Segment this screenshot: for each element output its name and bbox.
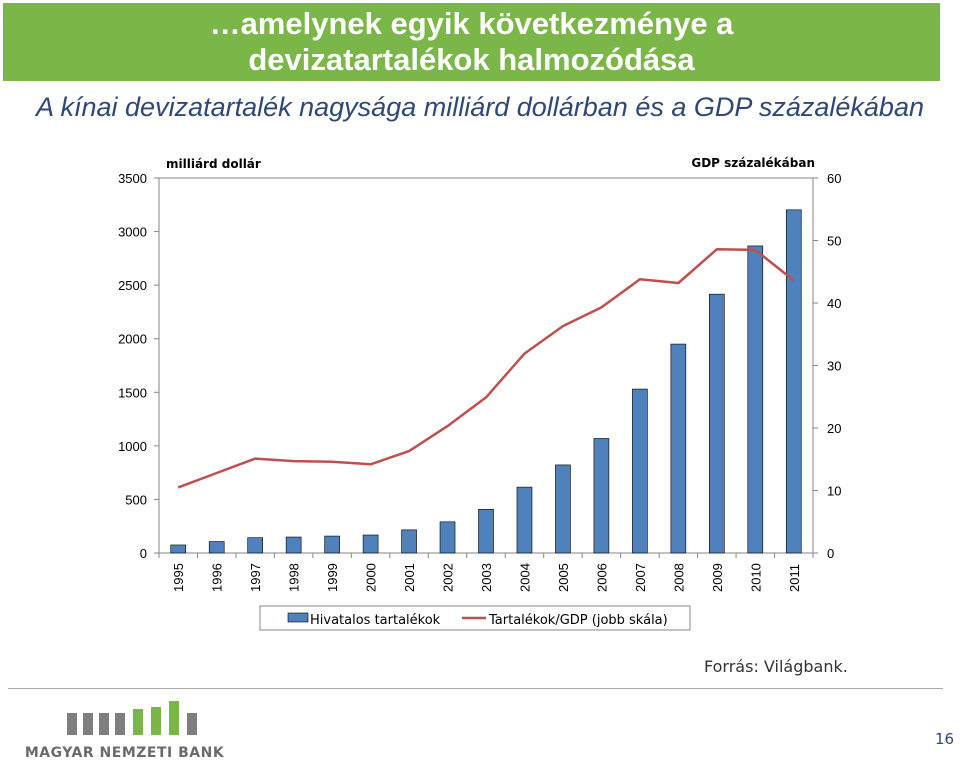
left-tick-label: 2500 (118, 278, 147, 293)
x-category-label: 2011 (787, 564, 802, 592)
legend-bar-swatch (287, 612, 309, 623)
logo-bars-icon (67, 701, 197, 735)
legend-label-gdp: Tartalékok/GDP (jobb skála) (488, 613, 668, 628)
bar-2008 (670, 343, 687, 554)
title-banner: …amelynek egyik következménye a devizata… (3, 3, 940, 81)
left-tick-label: 2000 (118, 332, 147, 347)
logo-bar (169, 701, 179, 735)
bar-2003 (478, 508, 494, 554)
logo-bar (99, 713, 109, 735)
left-tick-label: 500 (125, 492, 147, 507)
logo-bar (133, 709, 143, 735)
left-tick-label: 1000 (118, 439, 147, 454)
x-category-label: 2009 (710, 563, 725, 592)
x-category-label: 2010 (748, 563, 763, 592)
bar-1997 (247, 537, 263, 554)
series-line-reserves-gdp (177, 248, 795, 489)
left-tick-label: 1500 (118, 385, 147, 400)
right-tick-label: 30 (827, 359, 841, 374)
left-axis-title: milliárd dollár (166, 157, 261, 171)
right-tick-label: 0 (827, 546, 834, 561)
right-axis-title: GDP százalékában (691, 156, 815, 170)
x-category-label: 2004 (517, 563, 532, 592)
bar-2000 (362, 534, 379, 554)
bar-1995 (170, 544, 187, 554)
bar-2010 (747, 245, 764, 554)
source-note: Forrás: Világbank. (704, 657, 848, 676)
mnb-logo: MAGYAR NEMZETI BANK (12, 695, 237, 767)
bar-1999 (324, 535, 340, 554)
bar-1998 (285, 536, 302, 554)
left-tick-label: 3000 (118, 225, 147, 240)
bar-2005 (555, 464, 571, 554)
left-tick-label: 0 (140, 546, 147, 561)
bar-2004 (516, 486, 533, 554)
footer-divider (8, 688, 943, 689)
logo-text: MAGYAR NEMZETI BANK (24, 745, 225, 761)
logo-bar (187, 713, 197, 735)
x-category-label: 2003 (479, 563, 494, 592)
right-tick-label: 10 (827, 484, 841, 499)
logo-bar (151, 707, 161, 735)
bar-2011 (785, 209, 802, 554)
legend-box (259, 605, 691, 631)
page-number: 16 (935, 730, 955, 748)
bar-2007 (632, 388, 648, 554)
x-category-label: 2006 (594, 563, 609, 592)
right-tick-label: 40 (827, 296, 841, 311)
x-category-label: 1995 (171, 563, 186, 592)
logo-bar (83, 713, 93, 735)
bar-2001 (401, 529, 417, 554)
x-category-label: 1999 (325, 563, 340, 592)
bar-1996 (208, 541, 225, 554)
bar-2006 (593, 438, 610, 554)
right-tick-label: 60 (827, 171, 841, 186)
x-category-label: 2002 (441, 563, 456, 592)
x-category-label: 2008 (671, 563, 686, 592)
chart-subtitle: A kínai devizatartalék nagysága milliárd… (36, 92, 924, 122)
bar-2002 (439, 521, 456, 554)
legend-label-reserves: Hivatalos tartalékok (310, 613, 441, 628)
left-tick-label: 3500 (118, 171, 147, 186)
logo-bar (67, 713, 77, 735)
reserves-chart: 0 500 1000 1500 2000 2500 3000 3500 0 10 20 30 40 50 6… (118, 156, 841, 631)
right-tick-label: 50 (827, 234, 841, 249)
right-tick-label: 20 (827, 421, 841, 436)
slide-title: …amelynek egyik következménye a devizata… (209, 6, 734, 77)
x-category-label: 1998 (287, 563, 302, 592)
x-category-label: 2000 (364, 563, 379, 592)
x-category-label: 2005 (556, 563, 571, 592)
logo-bar (115, 713, 125, 735)
x-category-label: 1997 (248, 563, 263, 592)
x-category-label: 2007 (633, 563, 648, 592)
x-category-label: 2001 (402, 563, 417, 592)
bar-2009 (709, 293, 725, 554)
x-category-label: 1996 (210, 563, 225, 592)
